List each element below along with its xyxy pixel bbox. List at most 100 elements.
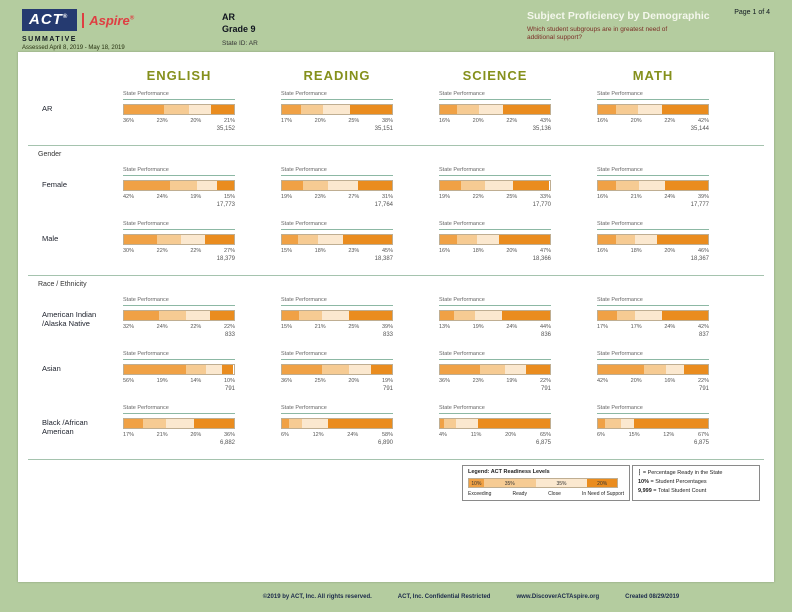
state-performance-label: State Performance (597, 221, 709, 230)
percent-label-in-need-of-support: 42% (697, 118, 709, 124)
segment-percentages: 13% 19% 24% 44% (439, 324, 551, 330)
stacked-readiness-bar (439, 104, 551, 115)
report-header: ACT® Aspire® SUMMATIVE Assessed April 8,… (0, 0, 792, 52)
legend-note-symbol: 9,999 (638, 488, 654, 494)
percent-label-exceeding: 15% (281, 324, 293, 330)
segment-percentages: 16% 18% 20% 46% (597, 248, 709, 254)
bar-segment-ready (615, 105, 638, 114)
percent-label-close: 24% (347, 432, 359, 438)
stacked-readiness-bar (123, 104, 235, 115)
bar-segment-close (477, 235, 499, 244)
percent-label-close: 20% (348, 378, 360, 384)
bar-segment-close (637, 105, 662, 114)
total-student-count: 18,379 (216, 256, 235, 262)
percent-label-exceeding: 56% (123, 378, 135, 384)
bar-segment-ready (644, 365, 667, 374)
demographic-row: Asian State Performance 56% 19% 14% 10% 791 Sta… (28, 351, 764, 392)
percent-label-exceeding: 16% (439, 248, 451, 254)
total-student-count: 6,875 (535, 440, 551, 446)
percent-label-ready: 19% (472, 324, 484, 330)
total-student-count: 833 (224, 332, 235, 338)
footer-url-link[interactable]: www.DiscoverACTAspire.org (516, 594, 600, 600)
percent-label-ready: 22% (472, 194, 484, 200)
total-student-count: 35,144 (690, 126, 709, 132)
state-performance-label: State Performance (439, 221, 551, 230)
bar-segment-ready (288, 419, 302, 428)
subject-cell-science: State Performance 36% 23% 19% 22% 791 (439, 351, 597, 392)
total-student-count: 35,151 (374, 126, 393, 132)
segment-percentages: 30% 22% 22% 27% (123, 248, 235, 254)
stacked-readiness-bar (597, 310, 709, 321)
state-performance-label: State Performance (439, 167, 551, 176)
total-student-count: 836 (540, 332, 551, 338)
subject-cell-math: State Performance 16% 20% 22% 42% 35,144 (597, 91, 755, 132)
percent-label-in-need-of-support: 27% (223, 248, 235, 254)
bar-segment-ready (302, 181, 329, 190)
bar-segment-in-need-of-support (217, 181, 234, 190)
act-logo: ACT® (22, 9, 78, 31)
bar-segment-exceeding (124, 105, 164, 114)
percent-label-exceeding: 36% (439, 378, 451, 384)
demographic-row-label: Male (42, 234, 59, 243)
total-student-count: 6,875 (693, 440, 709, 446)
bar-segment-ready (159, 311, 186, 320)
legend-sample-bar: 10% 35% 35% 20% (468, 478, 618, 488)
bar-segment-exceeding (124, 419, 143, 428)
section-divider (28, 145, 764, 146)
percent-label-close: 12% (663, 432, 675, 438)
bar-segment-exceeding (124, 235, 157, 244)
segment-percentages: 4% 11% 20% 65% (439, 432, 551, 438)
grade-label: Grade 9 (222, 24, 256, 34)
stacked-readiness-bar (123, 180, 235, 191)
bar-segment-exceeding (124, 365, 186, 374)
demographic-row-label: Black /African American (42, 418, 88, 436)
bar-segment-in-need-of-support (204, 235, 234, 244)
percent-label-in-need-of-support: 36% (223, 432, 235, 438)
percent-label-close: 20% (190, 118, 202, 124)
subject-heading-label: MATH (632, 68, 674, 83)
subject-cell-reading: State Performance 19% 23% 27% 31% 17,764 (281, 167, 439, 208)
total-student-count: 791 (698, 386, 709, 392)
report-question: Which student subgroups are in greatest … (527, 26, 668, 41)
act-aspire-logo: ACT® Aspire® SUMMATIVE Assessed April 8,… (22, 9, 134, 51)
percent-label-close: 27% (348, 194, 360, 200)
report-body: ENGLISH READING SCIENCE MATH AR State Perfor… (18, 52, 774, 582)
segment-percentages: 36% 25% 20% 19% (281, 378, 393, 384)
bar-segment-exceeding (440, 311, 455, 320)
subject-heading-reading: READING (281, 68, 439, 83)
bar-segment-close (322, 105, 351, 114)
subject-heading-math: MATH (597, 68, 755, 83)
bar-segment-in-need-of-support (328, 419, 392, 428)
percent-label-ready: 25% (314, 378, 326, 384)
percent-label-exceeding: 32% (123, 324, 135, 330)
bar-segment-close (504, 365, 526, 374)
percent-label-in-need-of-support: 43% (539, 118, 551, 124)
report-title: Subject Proficiency by Demographic (527, 10, 710, 22)
bar-segment-in-need-of-support (665, 181, 708, 190)
demographic-row: Male State Performance 30% 22% 22% 27% 18,379 S… (28, 221, 764, 262)
state-performance-label: State Performance (123, 221, 235, 230)
aspire-logo: Aspire® (82, 12, 134, 28)
percent-label-close: 22% (506, 118, 518, 124)
percent-label-ready: 18% (630, 248, 642, 254)
percent-label-ready: 20% (314, 118, 326, 124)
subject-cell-english: State Performance 32% 24% 22% 22% 833 (123, 297, 281, 338)
bar-segment-in-need-of-support (525, 365, 550, 374)
total-student-count: 17,770 (532, 202, 551, 208)
legend: Legend: ACT Readiness Levels 10% 35% 35% 20… (28, 465, 764, 501)
total-student-count: 18,387 (374, 256, 393, 262)
demographic-row-label: AR (42, 104, 53, 113)
stacked-readiness-bar (281, 418, 393, 429)
percent-label-exceeding: 36% (281, 378, 293, 384)
stacked-readiness-bar (123, 364, 235, 375)
bar-segment-in-need-of-support (371, 365, 392, 374)
footer-confidential: ACT, Inc. Confidential Restricted (397, 594, 491, 600)
bar-segment-ready (615, 181, 639, 190)
section-title: Race / Ethnicity (38, 281, 87, 288)
bar-segment-exceeding (124, 311, 160, 320)
footer-copyright: ©2019 by ACT, Inc. All rights reserved. (262, 594, 372, 600)
bar-segment-close (475, 311, 502, 320)
stacked-readiness-bar (439, 180, 551, 191)
total-student-count: 791 (224, 386, 235, 392)
total-student-count: 35,152 (216, 126, 235, 132)
